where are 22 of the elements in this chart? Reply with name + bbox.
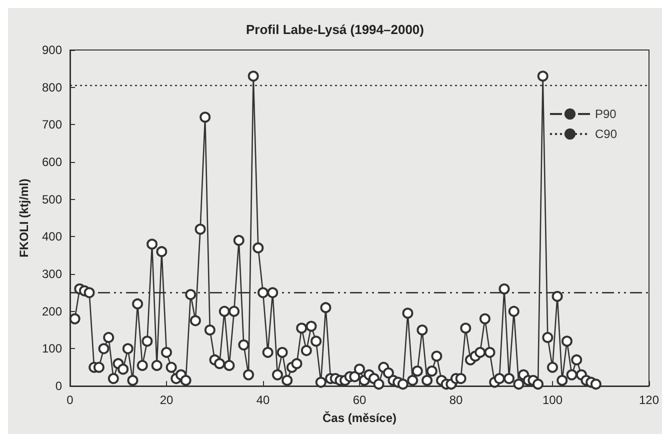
y-tick-label: 100	[42, 342, 62, 356]
y-tick-label: 0	[55, 379, 62, 393]
x-tick-label: 0	[66, 393, 74, 407]
y-tick-label: 300	[42, 267, 62, 281]
x-tick-label: 40	[256, 393, 270, 407]
chart-title: Profil Labe-Lysá (1994–2000)	[246, 22, 424, 37]
x-tick-label: 20	[160, 393, 174, 407]
legend-label: P90	[594, 107, 617, 121]
y-tick-label: 200	[42, 304, 62, 318]
x-tick-label: 120	[638, 393, 660, 407]
y-tick-label: 800	[42, 80, 62, 94]
x-axis-title: Čas (měsíce)	[322, 411, 397, 425]
x-tick-label: 100	[542, 393, 563, 407]
y-tick-label: 900	[42, 43, 62, 57]
y-axis-title: FKOLI (ktj/ml)	[17, 178, 31, 258]
legend-label: C90	[594, 127, 618, 141]
y-tick-label: 700	[42, 118, 62, 132]
y-tick-label: 600	[42, 155, 62, 169]
x-tick-label: 60	[352, 393, 366, 407]
y-tick-label: 500	[42, 192, 62, 206]
x-tick-label: 80	[449, 393, 463, 407]
y-tick-label: 400	[42, 230, 62, 244]
